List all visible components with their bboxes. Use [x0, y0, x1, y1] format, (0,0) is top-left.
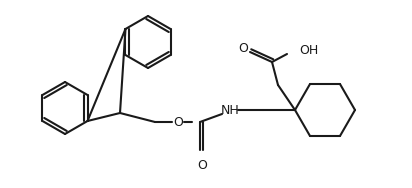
Text: O: O — [173, 115, 183, 129]
Text: NH: NH — [220, 104, 239, 117]
Text: O: O — [238, 42, 248, 55]
Text: OH: OH — [299, 43, 318, 57]
Text: O: O — [197, 159, 207, 172]
